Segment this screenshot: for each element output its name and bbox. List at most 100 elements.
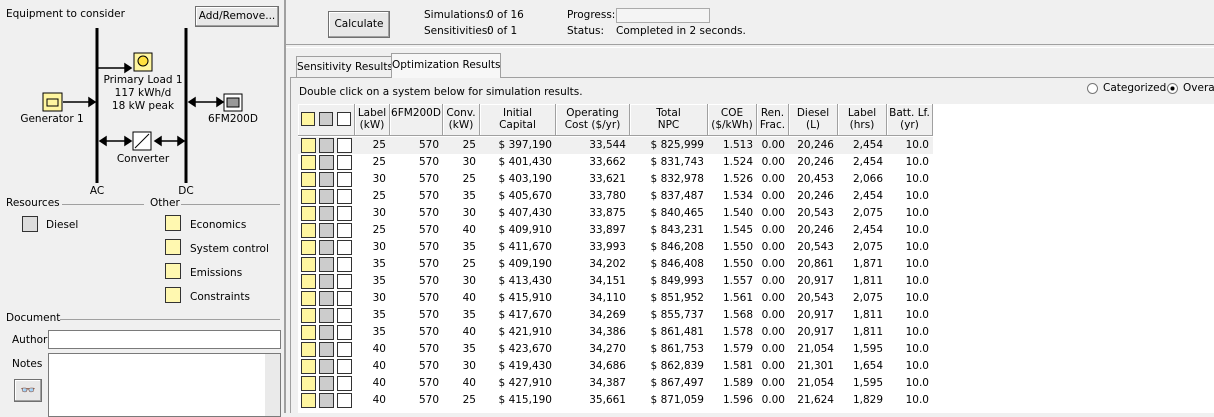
table-cell: $ 837,487 (650, 190, 704, 202)
header-cell[interactable]: Conv. (kW) (443, 104, 480, 136)
table-cell: 25 (462, 139, 476, 151)
table-row[interactable]: 40 570 35 $ 423,670 34,270 $ 861,753 1.579 0.00… (298, 341, 933, 358)
header-cell[interactable]: Operating Cost ($/yr) (556, 104, 630, 136)
other-icon[interactable] (165, 215, 181, 231)
header-cell[interactable]: Diesel (L) (789, 104, 838, 136)
table-cell: 40 (372, 343, 386, 355)
table-cell: 1.596 (722, 394, 753, 406)
table-row[interactable]: 30 570 35 $ 411,670 33,993 $ 846,208 1.550 0.00… (298, 239, 933, 256)
system-icon (301, 172, 316, 187)
table-cell: 20,543 (797, 292, 834, 304)
header-cell[interactable]: Label (hrs) (838, 104, 887, 136)
table-cell: 35 (462, 343, 476, 355)
table-cell: 30 (372, 207, 386, 219)
table-cell: 570 (418, 139, 439, 151)
table-cell: 34,686 (589, 360, 626, 372)
system-icon (319, 172, 334, 187)
table-cell: 40 (372, 394, 386, 406)
table-cell: $ 415,190 (498, 394, 552, 406)
header-cell[interactable]: Label (kW) (355, 104, 390, 136)
header-cell[interactable]: Initial Capital (480, 104, 556, 136)
notes-input[interactable] (48, 353, 281, 417)
resource-icon[interactable] (22, 216, 38, 232)
other-item[interactable]: Economics (190, 219, 247, 231)
other-item[interactable]: Constraints (190, 291, 250, 303)
system-icon (301, 206, 316, 221)
table-cell: $ 409,190 (498, 258, 552, 270)
system-icon (337, 155, 352, 170)
table-cell: 33,780 (589, 190, 626, 202)
table-row[interactable]: 25 570 25 $ 397,190 33,544 $ 825,999 1.513 0.00… (298, 137, 933, 154)
table-cell: 34,387 (589, 377, 626, 389)
other-icon[interactable] (165, 287, 181, 303)
table-cell: 20,861 (797, 258, 834, 270)
other-icon[interactable] (165, 239, 181, 255)
table-cell: $ 415,910 (498, 292, 552, 304)
header-cell[interactable]: COE ($/kWh) (708, 104, 757, 136)
load-energy: 117 kWh/d (114, 87, 172, 99)
table-cell: 0.00 (761, 156, 785, 168)
table-cell: 1.513 (722, 139, 753, 151)
resource-item[interactable]: Diesel (46, 219, 79, 231)
header-text: NPC (657, 119, 680, 131)
table-cell: 30 (372, 292, 386, 304)
table-row[interactable]: 25 570 35 $ 405,670 33,780 $ 837,487 1.534 0.00… (298, 188, 933, 205)
table-cell: 2,075 (852, 241, 883, 253)
table-cell: 25 (462, 394, 476, 406)
table-cell: 1,654 (852, 360, 883, 372)
header-text: Label (357, 107, 387, 119)
table-cell: 20,543 (797, 207, 834, 219)
table-row[interactable]: 35 570 40 $ 421,910 34,386 $ 861,481 1.578 0.00… (298, 324, 933, 341)
table-cell: 2,454 (852, 156, 883, 168)
tab[interactable]: Sensitivity Results (296, 56, 393, 77)
table-row[interactable]: 25 570 40 $ 409,910 33,897 $ 843,231 1.545 0.00… (298, 222, 933, 239)
table-cell: 570 (418, 258, 439, 270)
tab-line (290, 77, 1214, 78)
generator-label: Generator 1 (20, 113, 84, 125)
other-icon[interactable] (165, 263, 181, 279)
header-cell[interactable]: 6FM200D (390, 104, 443, 136)
table-row[interactable]: 35 570 25 $ 409,190 34,202 $ 846,408 1.550 0.00… (298, 256, 933, 273)
header-text: 6FM200D (391, 107, 441, 119)
header-cell[interactable]: Ren. Frac. (757, 104, 789, 136)
status-label: Status: (567, 25, 604, 37)
table-row[interactable]: 40 570 40 $ 427,910 34,387 $ 867,497 1.589 0.00… (298, 375, 933, 392)
system-icon (337, 138, 352, 153)
table-cell: 30 (462, 275, 476, 287)
radio[interactable] (1087, 83, 1098, 94)
table-row[interactable]: 25 570 30 $ 401,430 33,662 $ 831,743 1.524 0.00… (298, 154, 933, 171)
system-icon (319, 274, 334, 289)
sensitivities-value: 0 of 1 (487, 25, 518, 37)
table-cell: $ 862,839 (650, 360, 704, 372)
table-row[interactable]: 40 570 25 $ 415,190 35,661 $ 871,059 1.596 0.00… (298, 392, 933, 409)
table-cell: $ 423,670 (498, 343, 552, 355)
table-cell: $ 427,910 (498, 377, 552, 389)
other-item[interactable]: Emissions (190, 267, 243, 279)
table-cell: 570 (418, 394, 439, 406)
notes-label: Notes (12, 358, 43, 370)
header-cell[interactable]: Batt. Lf. (yr) (887, 104, 933, 136)
table-row[interactable]: 35 570 30 $ 413,430 34,151 $ 849,993 1.557 0.00… (298, 273, 933, 290)
table-cell: 10.0 (905, 207, 929, 219)
table-cell: 10.0 (905, 326, 929, 338)
table-row[interactable]: 35 570 35 $ 417,670 34,269 $ 855,737 1.568 0.00… (298, 307, 933, 324)
table-cell: 20,917 (797, 275, 834, 287)
header-text: ($/kWh) (711, 119, 753, 131)
add-remove-button[interactable]: Add/Remove... (195, 6, 279, 27)
header-text: (yr) (900, 119, 919, 131)
other-item[interactable]: System control (190, 243, 269, 255)
radio-selected[interactable] (1167, 83, 1178, 94)
table-row[interactable]: 40 570 30 $ 419,430 34,686 $ 862,839 1.581 0.00… (298, 358, 933, 375)
header-text: Cost ($/yr) (564, 119, 621, 131)
tab-active[interactable]: Optimization Results (391, 53, 501, 78)
table-cell: 21,624 (797, 394, 834, 406)
author-input[interactable] (48, 330, 281, 349)
table-row[interactable]: 30 570 30 $ 407,430 33,875 $ 840,465 1.540 0.00… (298, 205, 933, 222)
calculate-button[interactable]: Calculate (328, 11, 390, 38)
notes-view-button[interactable]: 👓 (14, 379, 42, 402)
header-cell[interactable]: Total NPC (630, 104, 708, 136)
table-row[interactable]: 30 570 25 $ 403,190 33,621 $ 832,978 1.526 0.00… (298, 171, 933, 188)
table-row[interactable]: 30 570 40 $ 415,910 34,110 $ 851,952 1.561 0.00… (298, 290, 933, 307)
header-text: (hrs) (849, 119, 875, 131)
table-cell: 20,246 (797, 139, 834, 151)
